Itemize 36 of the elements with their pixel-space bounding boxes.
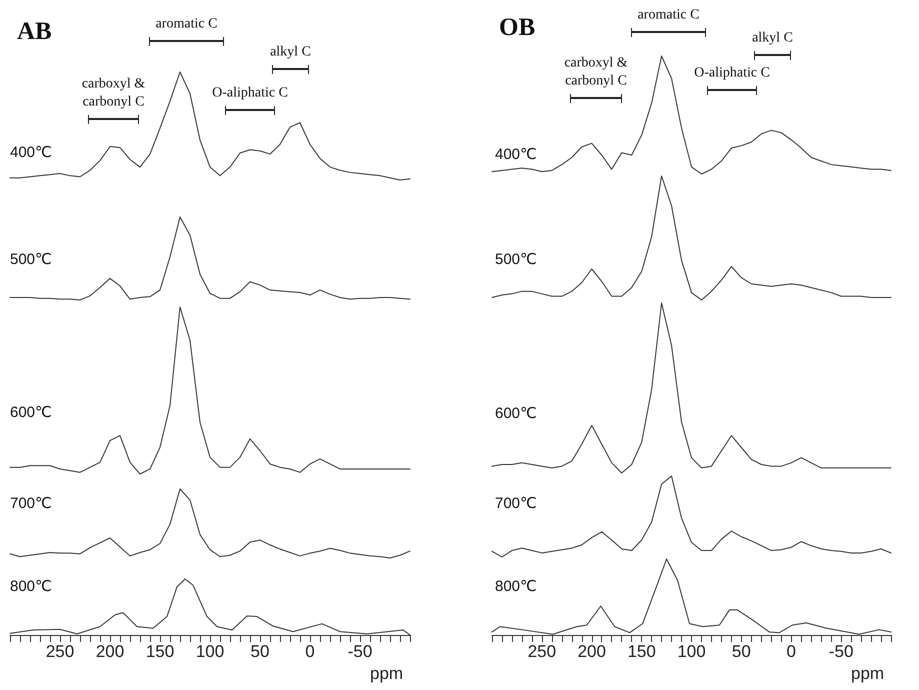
- annotation: carboxyl & carbonyl C: [82, 76, 146, 110]
- x-tick-label: -50: [348, 642, 372, 661]
- x-tick-label: 100: [196, 642, 224, 661]
- x-tick-label: 0: [305, 642, 315, 661]
- x-tick-label: 100: [677, 642, 706, 661]
- x-tick-label: 250: [46, 642, 74, 661]
- y-axis-title: 500℃: [10, 251, 52, 268]
- y-axis-title: 400℃: [495, 146, 537, 163]
- x-tick-label: -50: [828, 642, 854, 661]
- x-tick-label: 0: [786, 642, 796, 661]
- x-tick-label: 50: [250, 642, 270, 661]
- chart-title: OB: [499, 14, 536, 41]
- x-tick-label: 150: [146, 642, 174, 661]
- y-axis-title: 800℃: [10, 578, 52, 595]
- x-axis-title: ppm: [370, 664, 404, 683]
- y-axis-title: 800℃: [495, 578, 537, 595]
- annotation: carboxyl & carbonyl C: [564, 56, 628, 88]
- annotation: O-aliphatic C: [212, 86, 288, 100]
- x-tick-label: 200: [578, 642, 606, 661]
- text: aromatic C: [156, 16, 218, 32]
- y-axis-title: 600℃: [10, 404, 52, 421]
- chart-title: AB: [17, 18, 52, 45]
- text: aromatic C: [638, 8, 700, 22]
- y-axis-title: 500℃: [495, 251, 537, 268]
- y-axis-title: 400℃: [10, 144, 52, 161]
- x-tick-label: 50: [732, 642, 751, 661]
- y-axis-title: 700℃: [495, 495, 537, 512]
- x-tick-label: 200: [96, 642, 124, 661]
- y-axis-title: 700℃: [10, 495, 52, 512]
- y-axis-title: 600℃: [495, 405, 537, 422]
- text: alkyl C: [270, 44, 311, 60]
- x-tick-label: 250: [528, 642, 556, 661]
- text: alkyl C: [752, 30, 793, 46]
- x-tick-label: 150: [627, 642, 656, 661]
- x-axis-title: ppm: [851, 664, 884, 683]
- annotation: O-aliphatic C: [694, 66, 770, 80]
